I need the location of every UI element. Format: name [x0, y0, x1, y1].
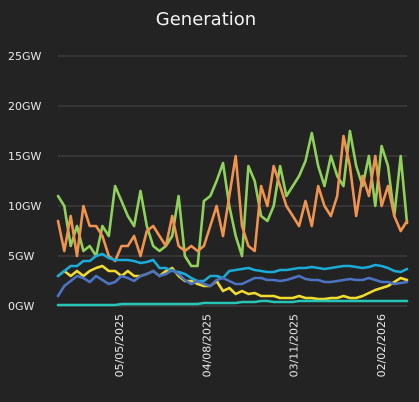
- y-tick-label: 25GW: [8, 50, 42, 63]
- series-line-5: [56, 268, 409, 298]
- series-line-3: [56, 264, 409, 301]
- series-line-6: [56, 299, 409, 307]
- y-tick-label: 20GW: [8, 100, 42, 113]
- y-tick-label: 0GW: [8, 300, 35, 313]
- x-axis-ticks: 05/05/2025 04/08/2025 03/11/2025 02/02/2026: [113, 314, 388, 377]
- y-tick-label: 10GW: [8, 200, 42, 213]
- series-line-1: [56, 129, 409, 268]
- x-tick-label: 02/02/2026: [375, 314, 388, 377]
- y-tick-label: 15GW: [8, 150, 42, 163]
- x-tick-label: 05/05/2025: [113, 314, 126, 377]
- series-line-2: [56, 134, 409, 263]
- chart-title: Generation: [156, 9, 256, 30]
- series-lines: [56, 129, 409, 307]
- x-tick-label: 04/08/2025: [200, 314, 213, 377]
- y-tick-label: 5GW: [8, 250, 35, 263]
- series-line-4: [56, 252, 409, 283]
- x-tick-label: 03/11/2025: [288, 314, 301, 377]
- y-axis-ticks: 0GW 5GW 10GW 15GW 20GW 25GW: [8, 50, 42, 313]
